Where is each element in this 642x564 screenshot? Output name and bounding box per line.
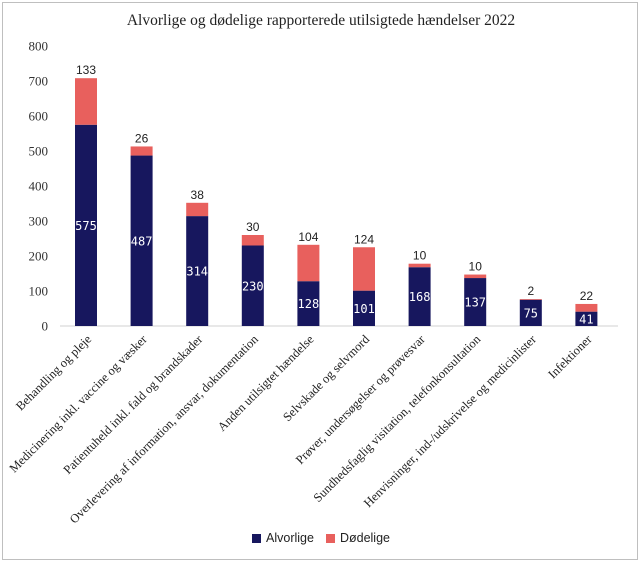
bar-alvorlige bbox=[186, 216, 209, 326]
chart-title: Alvorlige og dødelige rapporterede utils… bbox=[126, 12, 516, 29]
data-label-dodelige: 124 bbox=[354, 232, 374, 246]
bar-alvorlige bbox=[519, 299, 542, 326]
bar-alvorlige bbox=[241, 245, 264, 326]
data-label-alvorlige: 575 bbox=[75, 219, 97, 233]
bar-dodelige bbox=[75, 78, 97, 125]
data-label-alvorlige: 137 bbox=[464, 296, 486, 310]
bar-dodelige bbox=[408, 263, 431, 268]
data-label-dodelige: 30 bbox=[246, 220, 260, 234]
data-label-dodelige: 10 bbox=[413, 249, 427, 263]
bar-dodelige bbox=[353, 247, 375, 291]
data-label-alvorlige: 75 bbox=[524, 306, 538, 320]
bars: 575 133 487 26 314 38 230 30 128 104 101 124 168 10 13… bbox=[60, 63, 618, 327]
data-label-dodelige: 2 bbox=[527, 284, 534, 298]
legend: Alvorlige Dødelige bbox=[0, 531, 642, 545]
legend-item-alvorlige: Alvorlige bbox=[252, 531, 314, 545]
bar-alvorlige bbox=[408, 267, 431, 326]
legend-swatch-alvorlige bbox=[252, 533, 262, 543]
y-tick-label: 300 bbox=[29, 214, 49, 229]
data-label-dodelige: 26 bbox=[135, 131, 149, 145]
data-label-alvorlige: 168 bbox=[409, 290, 431, 304]
bar-alvorlige bbox=[130, 155, 153, 326]
bar-alvorlige bbox=[297, 281, 320, 326]
data-label-dodelige: 104 bbox=[298, 230, 318, 244]
data-label-alvorlige: 101 bbox=[353, 302, 375, 316]
data-label-dodelige: 10 bbox=[469, 260, 483, 274]
y-tick-label: 200 bbox=[29, 249, 49, 264]
y-tick-label: 600 bbox=[29, 109, 49, 124]
bar-dodelige bbox=[464, 274, 487, 279]
bar-dodelige bbox=[130, 146, 153, 156]
x-tick-label: Overlevering af information, ansvar, dok… bbox=[67, 332, 262, 527]
y-axis: 0 100 200 300 400 500 600 700 800 bbox=[29, 39, 49, 334]
y-tick-label: 700 bbox=[29, 74, 49, 89]
x-tick-label: Infektioner bbox=[545, 332, 595, 382]
legend-swatch-dodelige bbox=[325, 533, 335, 543]
data-label-dodelige: 22 bbox=[580, 289, 594, 303]
data-label-alvorlige: 41 bbox=[579, 312, 593, 326]
bar-alvorlige bbox=[353, 290, 375, 326]
data-label-dodelige: 38 bbox=[191, 188, 205, 202]
y-tick-label: 100 bbox=[29, 284, 49, 299]
data-label-alvorlige: 128 bbox=[298, 297, 320, 311]
data-label-dodelige: 133 bbox=[76, 63, 96, 77]
y-tick-label: 500 bbox=[29, 144, 49, 159]
legend-label-alvorlige: Alvorlige bbox=[266, 531, 314, 545]
bar-alvorlige bbox=[575, 311, 598, 326]
data-label-alvorlige: 230 bbox=[242, 279, 264, 293]
bar-dodelige bbox=[186, 202, 209, 217]
y-tick-label: 400 bbox=[29, 179, 49, 194]
data-label-alvorlige: 487 bbox=[131, 234, 153, 248]
y-tick-label: 0 bbox=[42, 319, 49, 334]
bar-alvorlige bbox=[464, 278, 487, 326]
legend-label-dodelige: Dødelige bbox=[339, 531, 390, 545]
bar-dodelige bbox=[519, 299, 542, 300]
bar-dodelige bbox=[575, 303, 598, 312]
x-tick-label: Anden utilsigtet hændelse bbox=[215, 332, 317, 434]
legend-item-dodelige: Dødelige bbox=[325, 531, 390, 545]
bar-alvorlige bbox=[75, 124, 97, 326]
y-tick-label: 800 bbox=[29, 39, 49, 54]
bar-dodelige bbox=[241, 235, 264, 246]
data-label-alvorlige: 314 bbox=[186, 265, 208, 279]
bar-dodelige bbox=[297, 244, 320, 282]
